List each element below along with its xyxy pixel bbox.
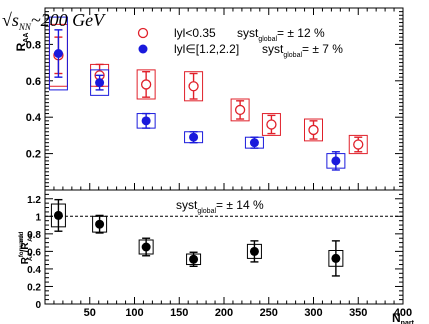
systematic-box	[348, 134, 368, 155]
top-y-tick-label: 0.6	[26, 76, 41, 88]
top-x-ticks	[44, 8, 404, 190]
bottom-y-tick-label: 1	[35, 212, 41, 223]
top-panel-frame	[44, 7, 404, 191]
data-point-filled-circle	[141, 242, 151, 252]
legend-syst-2: systglobal= ± 7 %	[262, 42, 343, 59]
x-tick-label: 50	[84, 307, 96, 319]
title-sub: NN	[18, 22, 32, 32]
systematic-box	[304, 118, 323, 142]
data-point-filled-circle	[141, 116, 151, 126]
systematic-box	[48, 16, 68, 91]
systematic-box	[230, 98, 250, 122]
x-axis-label: Npart	[392, 311, 415, 324]
x-tick-label: 250	[260, 307, 278, 319]
x-tick-label: 100	[125, 307, 143, 319]
data-point-filled-circle	[331, 253, 341, 263]
svg-text:RAA: RAA	[14, 33, 30, 52]
data-point-filled-circle	[95, 78, 105, 88]
title-s: s	[12, 10, 19, 30]
bottom-y-tick-label: 0.6	[27, 247, 41, 258]
bottom-x-axis: 50 100 150 200 250 300 350 400	[44, 297, 412, 319]
x-tick-label: 400	[394, 307, 412, 319]
top-series-layer	[48, 16, 368, 171]
bottom-y-axis: 0 0.2 0.4 0.6 0.8 1 1.2	[27, 189, 403, 311]
data-point-filled-circle	[331, 156, 341, 166]
top-y-axis: 0.2 0.4 0.6 0.8	[26, 7, 403, 191]
bottom-y-tick-label: 1.2	[27, 195, 41, 206]
top-y-label: RAA	[14, 33, 30, 52]
title-sqrt: √	[2, 10, 12, 30]
bottom-y-tick-label: 0.8	[27, 230, 41, 241]
x-tick-label: 200	[215, 307, 233, 319]
data-point-open-circle	[188, 81, 199, 92]
chart-title: √sNN~200 GeV	[2, 10, 106, 32]
legend: lyl<0.35 systglobal= ± 12 % lyl∈[1.2,2.2…	[137, 26, 343, 59]
legend-label-2: lyl∈[1.2,2.2]	[174, 42, 239, 56]
top-y-label-main: R	[14, 42, 28, 51]
systematic-box	[90, 69, 110, 96]
data-point-filled-circle	[53, 210, 63, 220]
bottom-y-tick-label: 0.2	[27, 282, 41, 293]
systematic-box	[261, 113, 281, 136]
legend-label-1: lyl<0.35	[174, 26, 216, 40]
bottom-y-tick-label: 0.4	[27, 265, 41, 276]
title-rest: ~200 GeV	[31, 10, 106, 30]
data-point-filled-circle	[189, 254, 199, 264]
systematic-box	[136, 69, 156, 100]
legend-marker-open-circle	[137, 27, 149, 39]
bottom-y-tick-label: 0	[35, 300, 41, 311]
systematic-box	[184, 71, 204, 102]
x-tick-label: 300	[304, 307, 322, 319]
bottom-series-layer	[50, 198, 344, 277]
data-point-filled-circle	[249, 246, 259, 256]
legend-marker-filled-circle	[138, 44, 148, 54]
bottom-annotation: systglobal= ± 14 %	[176, 198, 264, 215]
data-point-open-circle	[266, 119, 277, 130]
top-y-tick-label: 0.2	[26, 149, 41, 161]
data-point-filled-circle	[53, 49, 63, 58]
x-tick-label: 350	[349, 307, 367, 319]
bottom-y-label: Rforward AA/Rmid AA	[19, 231, 34, 264]
top-y-label-sub: AA	[23, 33, 30, 43]
data-point-filled-circle	[249, 138, 259, 148]
data-point-open-circle	[308, 124, 319, 136]
x-tick-label: 150	[170, 307, 188, 319]
data-point-open-circle	[140, 79, 152, 90]
data-point-open-circle	[353, 139, 364, 150]
legend-syst-1: systglobal= ± 12 %	[237, 26, 325, 43]
data-point-filled-circle	[189, 132, 199, 142]
top-y-tick-label: 0.8	[26, 39, 41, 51]
data-point-open-circle	[234, 104, 246, 116]
data-point-filled-circle	[95, 219, 105, 229]
top-y-tick-label: 0.4	[26, 112, 42, 124]
